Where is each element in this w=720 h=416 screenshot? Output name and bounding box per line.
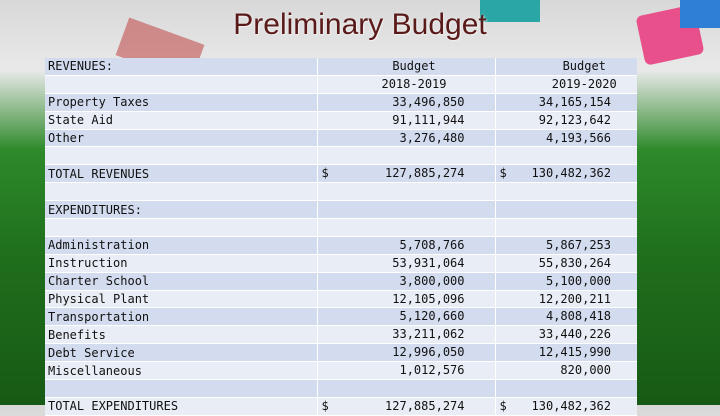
row-label: Property Taxes (45, 93, 317, 112)
table-row: Physical Plant 12,105,096 12,200,211 (45, 290, 637, 309)
value-2019-2020: 5,867,253 (545, 237, 611, 252)
value-2018-2019: 12,105,096 (392, 291, 465, 306)
value-2018-2019: 33,211,062 (392, 327, 465, 342)
table-row: Other 3,276,480 4,193,566 (45, 129, 637, 148)
table-row: Transportation 5,120,660 4,808,418 (45, 307, 637, 327)
total-expenditures-2018-2019: 127,885,274 (385, 398, 465, 413)
decorative-block-teal (480, 0, 540, 22)
table-row: State Aid 91,111,944 92,123,642 (45, 111, 637, 130)
value-2019-2020: 4,808,418 (545, 309, 611, 324)
total-revenues-label: TOTAL REVENUES (45, 164, 317, 184)
value-2018-2019: 12,996,050 (392, 345, 465, 360)
total-expenditures-label: TOTAL EXPENDITURES (45, 397, 317, 416)
row-label: Instruction (45, 254, 317, 273)
total-expenditures-2019-2020: 130,482,362 (531, 398, 611, 413)
table-row: Administration 5,708,766 5,867,253 (45, 236, 637, 255)
row-label: Charter School (45, 272, 317, 291)
value-2018-2019: 5,120,660 (399, 309, 465, 324)
table-row: Debt Service 12,996,050 12,415,990 (45, 343, 637, 363)
row-label: Transportation (45, 307, 317, 327)
value-2018-2019: 91,111,944 (392, 112, 465, 127)
col1-header-line2: 2018-2019 (381, 77, 447, 92)
row-label: Other (45, 129, 317, 148)
total-revenues-2019-2020: 130,482,362 (531, 166, 611, 181)
row-label: Administration (45, 236, 317, 255)
value-2019-2020: 4,193,566 (545, 130, 611, 145)
table-row: REVENUES: Budget Budget (45, 58, 637, 76)
row-label: Debt Service (45, 343, 317, 363)
col2-header-line1: Budget (562, 59, 606, 74)
total-revenues-2018-2019: 127,885,274 (385, 166, 465, 181)
table-row: Instruction 53,931,064 55,830,264 (45, 254, 637, 273)
currency-symbol: $ (321, 166, 329, 181)
row-label: State Aid (45, 111, 317, 130)
decorative-block-blue (680, 0, 720, 28)
table-row: EXPENDITURES: (45, 200, 637, 220)
currency-symbol: $ (499, 398, 507, 413)
value-2019-2020: 12,415,990 (538, 345, 611, 360)
value-2018-2019: 3,276,480 (399, 130, 465, 145)
table-row: Miscellaneous 1,012,576 820,000 (45, 361, 637, 381)
table-row: Benefits 33,211,062 33,440,226 (45, 325, 637, 345)
budget-table: REVENUES: Budget Budget 2018-2019 2019-2… (45, 58, 637, 416)
row-label: Miscellaneous (45, 361, 317, 381)
value-2019-2020: 92,123,642 (538, 112, 611, 127)
value-2019-2020: 55,830,264 (538, 255, 611, 270)
table-row (45, 182, 637, 202)
value-2018-2019: 53,931,064 (392, 255, 465, 270)
table-row (45, 379, 637, 398)
table-row: 2018-2019 2019-2020 (45, 75, 637, 94)
value-2019-2020: 34,165,154 (538, 94, 611, 109)
currency-symbol: $ (499, 166, 507, 181)
value-2018-2019: 5,708,766 (399, 237, 465, 252)
table-row (45, 218, 637, 237)
value-2019-2020: 33,440,226 (538, 327, 611, 342)
table-row: TOTAL EXPENDITURES $127,885,274 $130,482… (45, 397, 637, 416)
revenues-heading: REVENUES: (45, 58, 317, 76)
table-row (45, 146, 637, 166)
value-2019-2020: 820,000 (560, 363, 611, 378)
col1-header-line1: Budget (392, 59, 436, 74)
value-2018-2019: 33,496,850 (392, 94, 465, 109)
value-2018-2019: 3,800,000 (399, 273, 465, 288)
table-row: TOTAL REVENUES $127,885,274 $130,482,362 (45, 164, 637, 184)
table-row: Property Taxes 33,496,850 34,165,154 (45, 93, 637, 112)
currency-symbol: $ (321, 398, 329, 413)
value-2019-2020: 12,200,211 (538, 291, 611, 306)
table-row: Charter School 3,800,000 5,100,000 (45, 272, 637, 291)
row-label: Physical Plant (45, 290, 317, 309)
value-2019-2020: 5,100,000 (545, 273, 611, 288)
page-title: Preliminary Budget (233, 8, 487, 41)
value-2018-2019: 1,012,576 (399, 363, 465, 378)
row-label: Benefits (45, 325, 317, 345)
expenditures-heading: EXPENDITURES: (45, 200, 317, 220)
col2-header-line2: 2019-2020 (551, 77, 617, 92)
